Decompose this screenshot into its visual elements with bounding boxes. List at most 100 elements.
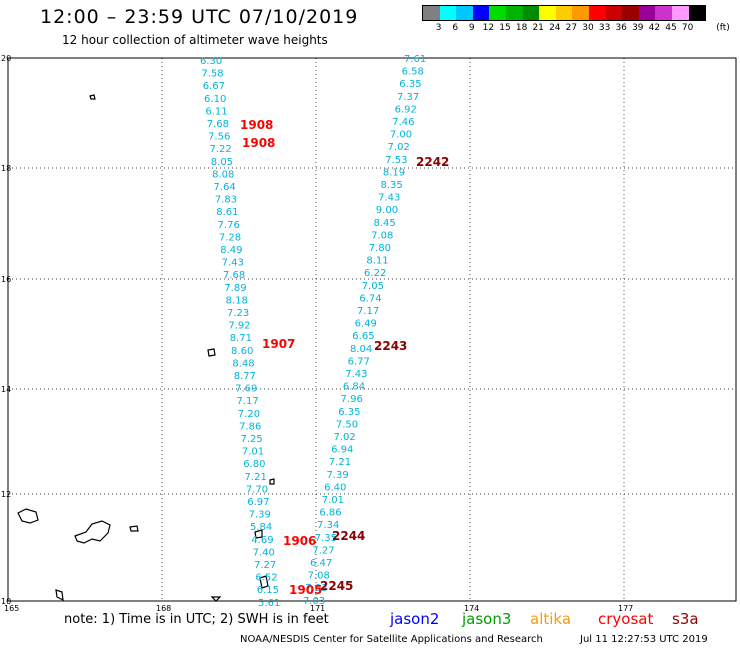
wave-height-value: 8.71 bbox=[230, 333, 252, 344]
legend-tick-label: 3 bbox=[435, 23, 442, 33]
legend-swatch bbox=[472, 6, 490, 20]
wave-height-value: 7.61 bbox=[404, 54, 426, 65]
legend-swatch bbox=[423, 6, 440, 20]
legend-tick-label: 36 bbox=[615, 23, 627, 33]
wave-height-value: 6.47 bbox=[310, 558, 332, 569]
map-frame bbox=[7, 57, 737, 602]
wave-height-value: 9.00 bbox=[376, 205, 398, 216]
wave-height-value: 7.83 bbox=[215, 195, 237, 206]
pass-time-label: 2244 bbox=[332, 529, 365, 543]
wave-height-value: 6.65 bbox=[352, 331, 374, 342]
wave-height-value: 6.10 bbox=[204, 94, 226, 105]
wave-height-value: 5.84 bbox=[250, 522, 272, 533]
wave-height-value: 4.69 bbox=[251, 535, 273, 546]
pass-time-label: 2242 bbox=[416, 155, 449, 169]
wave-height-value: 8.49 bbox=[220, 245, 242, 256]
wave-height-value: 7.20 bbox=[238, 409, 260, 420]
pass-time-label: 1906 bbox=[283, 534, 316, 548]
map-title: 12:00 – 23:59 UTC 07/10/2019 bbox=[40, 6, 359, 28]
legend-swatch bbox=[622, 6, 639, 20]
wave-height-value: 8.48 bbox=[232, 358, 254, 369]
wave-height-value: 7.76 bbox=[218, 220, 240, 231]
wave-height-value: 7.86 bbox=[239, 421, 261, 432]
wave-height-value: 6.11 bbox=[205, 106, 227, 117]
legend-tick-label: 9 bbox=[468, 23, 475, 33]
legend-tick-label: 21 bbox=[532, 23, 544, 33]
generation-timestamp: Jul 11 12:27:53 UTC 2019 bbox=[580, 634, 708, 645]
wave-height-value: 8.08 bbox=[212, 169, 234, 180]
island-south-1 bbox=[55, 589, 64, 602]
island-south-3 bbox=[210, 596, 222, 602]
wave-height-value: 7.17 bbox=[357, 306, 379, 317]
legend-swatch bbox=[522, 6, 540, 20]
island-tiny bbox=[269, 478, 275, 485]
satellite-name-s3a: s3a bbox=[672, 610, 699, 628]
legend-tick-label: 39 bbox=[632, 23, 644, 33]
map-subtitle: 12 hour collection of altimeter wave hei… bbox=[62, 33, 328, 47]
land-outlines bbox=[17, 94, 275, 602]
legend-swatch bbox=[456, 6, 473, 20]
wave-height-value: 7.40 bbox=[253, 547, 275, 558]
wave-height-value: 8.35 bbox=[381, 180, 403, 191]
longitude-label: 177 bbox=[618, 604, 633, 613]
wave-height-value: 7.69 bbox=[235, 384, 257, 395]
longitude-label: 168 bbox=[156, 604, 171, 613]
legend-swatch bbox=[439, 6, 457, 20]
legend-swatch bbox=[605, 6, 623, 20]
footer-note: note: 1) Time is in UTC; 2) SWH is in fe… bbox=[64, 612, 329, 627]
legend-tick-label: 6 bbox=[452, 23, 459, 33]
legend-tick-label: 45 bbox=[665, 23, 677, 33]
wave-height-value: 6.86 bbox=[319, 508, 341, 519]
wave-height-value: 6.22 bbox=[364, 268, 386, 279]
legend-tick-label: 42 bbox=[648, 23, 661, 33]
wave-height-value: 6.77 bbox=[348, 356, 370, 367]
legend-tick-label: 12 bbox=[482, 23, 495, 33]
wave-height-value: 7.68 bbox=[223, 270, 245, 281]
latitude-label: 20 bbox=[1, 54, 11, 63]
wave-height-value: 7.35 bbox=[315, 533, 337, 544]
wave-height-value: 7.43 bbox=[345, 369, 367, 380]
wave-height-value: 6.49 bbox=[355, 319, 377, 330]
wave-height-value: 8.19 bbox=[383, 167, 405, 178]
island-south-2 bbox=[259, 575, 269, 589]
latitude-label: 14 bbox=[1, 385, 11, 394]
legend-color-bar bbox=[422, 5, 707, 21]
legend-tick-label: 33 bbox=[598, 23, 611, 33]
wave-height-value: 7.80 bbox=[369, 243, 391, 254]
wave-height-value: 8.60 bbox=[231, 346, 253, 357]
wave-height-value: 7.27 bbox=[312, 545, 334, 556]
legend-swatch bbox=[588, 6, 606, 20]
legend-tick-label: 24 bbox=[549, 23, 561, 33]
island-large bbox=[17, 508, 39, 524]
legend-tick-label: 15 bbox=[499, 23, 511, 33]
pass-time-label: 1907 bbox=[262, 337, 295, 351]
longitude-label: 174 bbox=[464, 604, 479, 613]
wave-height-value: 7.23 bbox=[227, 308, 249, 319]
wave-height-value: 7.70 bbox=[246, 484, 268, 495]
island-mid bbox=[207, 348, 216, 357]
wave-height-value: 7.39 bbox=[326, 470, 348, 481]
longitude-label: 165 bbox=[4, 604, 19, 613]
latitude-label: 16 bbox=[1, 275, 11, 284]
wave-height-value: 7.17 bbox=[236, 396, 258, 407]
pass-time-labels: 1908 1908 1907 1906 1905 2242 2243 2244 2245 bbox=[240, 118, 449, 597]
island-group bbox=[74, 520, 111, 544]
wave-height-value: 8.11 bbox=[366, 256, 388, 267]
wave-height-value: 7.02 bbox=[334, 432, 356, 443]
wave-height-value: 7.34 bbox=[317, 520, 339, 531]
wave-height-value: 7.39 bbox=[249, 510, 271, 521]
wave-height-value: 7.01 bbox=[242, 447, 264, 458]
wave-height-value: 7.02 bbox=[388, 142, 410, 153]
pass-time-label: 1908 bbox=[240, 118, 273, 132]
legend-swatch bbox=[671, 6, 689, 20]
wave-height-value: 7.58 bbox=[201, 69, 223, 80]
satellite-name-jason2: jason2 bbox=[390, 610, 440, 628]
wave-height-value: 5.61 bbox=[258, 598, 280, 609]
legend-swatch bbox=[688, 6, 706, 20]
credit-line: NOAA/NESDIS Center for Satellite Applica… bbox=[240, 634, 543, 645]
track-west-values: 6.30 7.586.67 6.106.11 7.68 7.567.22 8.058.08… bbox=[200, 56, 280, 609]
island-north bbox=[89, 94, 96, 100]
wave-height-value: 7.00 bbox=[390, 130, 412, 141]
wave-height-value: 6.67 bbox=[203, 81, 225, 92]
